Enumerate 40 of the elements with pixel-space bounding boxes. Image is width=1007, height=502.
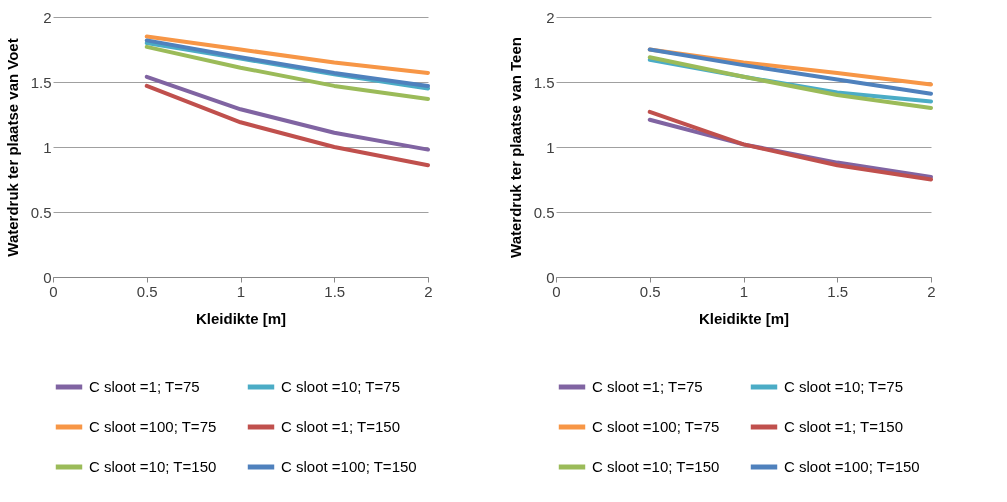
y-tick-label: 0.5	[30, 203, 52, 221]
x-tick-label: 2	[424, 282, 433, 300]
legend-label: C sloot =100; T=75	[592, 418, 720, 435]
line-series	[144, 83, 430, 168]
legend-label: C sloot =10; T=75	[281, 378, 400, 395]
legend-label: C sloot =1; T=75	[89, 378, 200, 395]
x-axis-title: Kleidikte [m]	[195, 309, 287, 327]
y-tick-label: 1	[43, 138, 52, 156]
legend-label: C sloot =100; T=75	[89, 418, 217, 435]
legend-label: C sloot =1; T=150	[784, 418, 903, 435]
x-tick-label: 0.5	[639, 282, 661, 300]
line-series	[647, 109, 933, 182]
legend-label: C sloot =10; T=150	[89, 458, 217, 475]
y-axis-title: Waterdruk ter plaatse van Voet	[3, 38, 21, 257]
legend-label: C sloot =10; T=75	[784, 378, 903, 395]
y-tick-label: 1.5	[30, 73, 52, 91]
line-series	[144, 34, 430, 75]
legend-label: C sloot =1; T=150	[281, 418, 400, 435]
line-series	[144, 44, 430, 101]
x-axis-title: Kleidikte [m]	[698, 309, 790, 327]
legend-label: C sloot =1; T=75	[592, 378, 703, 395]
legend-label: C sloot =100; T=150	[281, 458, 417, 475]
y-tick-label: 2	[43, 8, 52, 26]
y-tick-label: 0	[546, 268, 555, 286]
legend-label: C sloot =100; T=150	[784, 458, 920, 475]
x-tick-label: 0.5	[136, 282, 158, 300]
y-tick-label: 0.5	[533, 203, 555, 221]
y-tick-label: 0	[43, 268, 52, 286]
x-tick-label: 1.5	[324, 282, 346, 300]
y-tick-label: 2	[546, 8, 555, 26]
x-tick-label: 2	[927, 282, 936, 300]
y-tick-label: 1.5	[533, 73, 555, 91]
legend-label: C sloot =10; T=150	[592, 458, 720, 475]
y-axis-title: Waterdruk ter plaatse van Teen	[506, 37, 524, 258]
x-tick-label: 1	[236, 282, 246, 300]
line-series	[647, 47, 933, 96]
line-series	[144, 74, 430, 152]
x-tick-label: 1.5	[827, 282, 849, 300]
x-tick-label: 1	[739, 282, 749, 300]
y-tick-label: 1	[546, 138, 555, 156]
